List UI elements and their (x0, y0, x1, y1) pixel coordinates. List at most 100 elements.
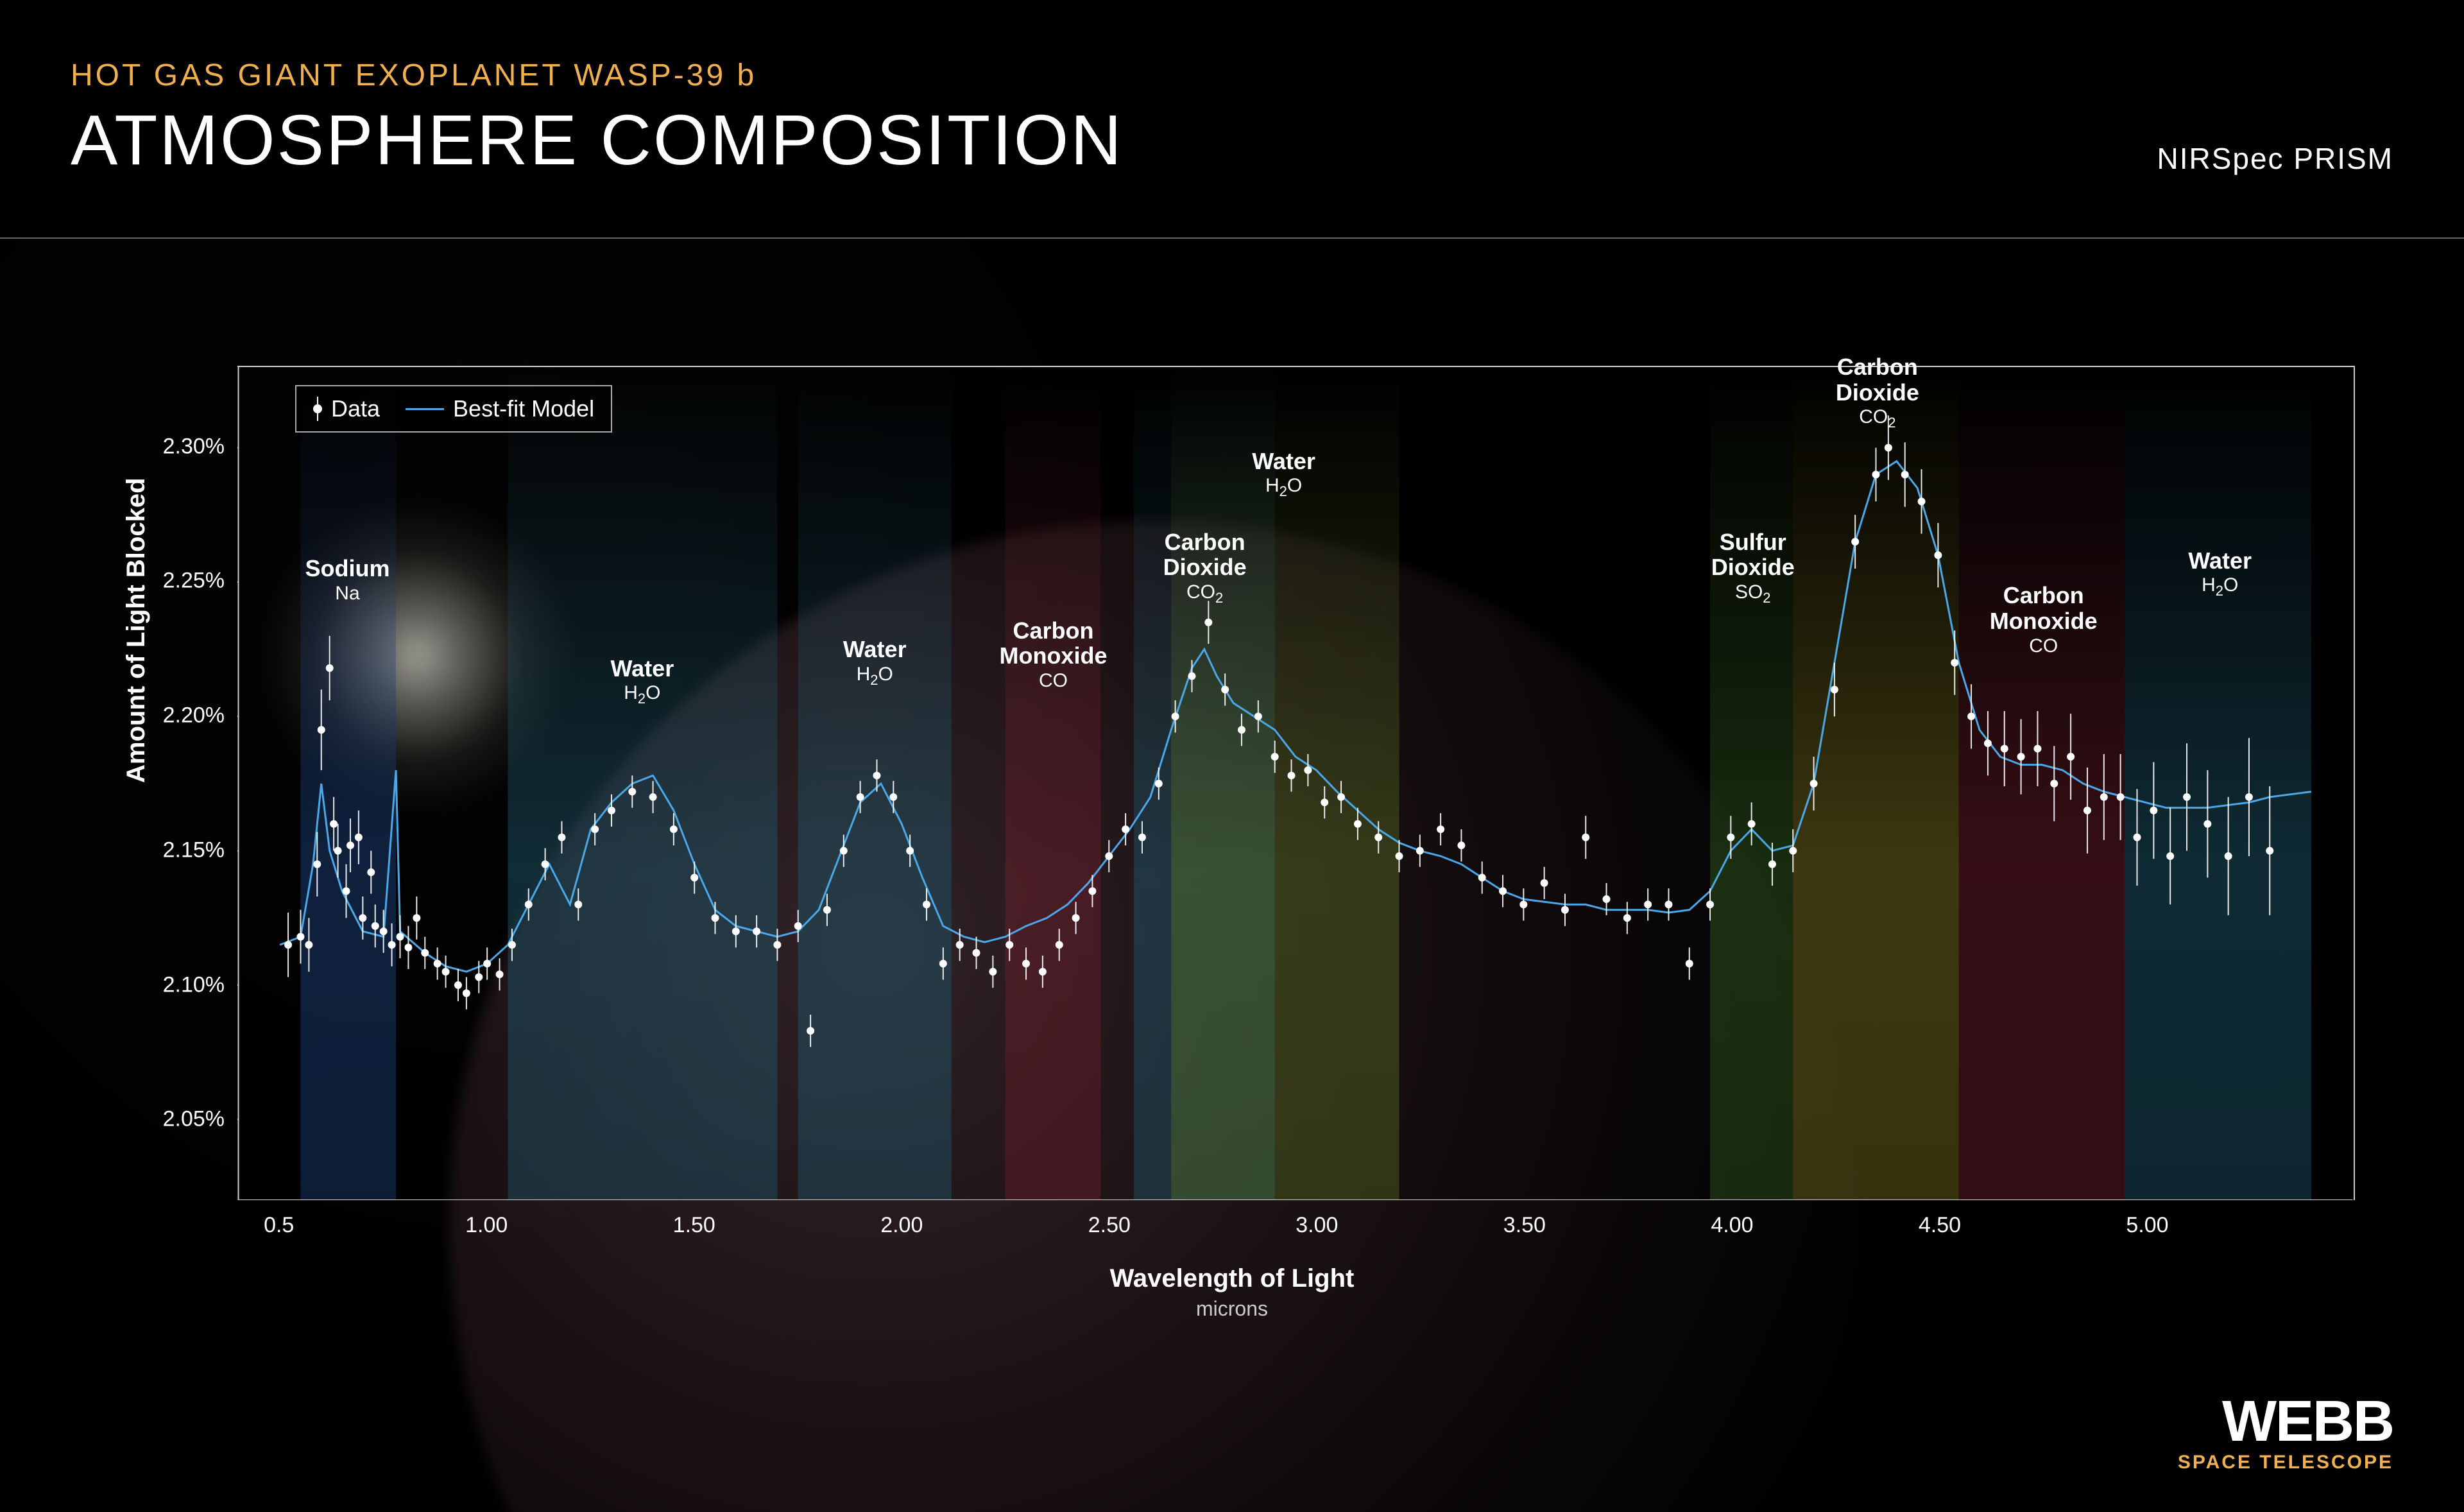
data-point (773, 941, 781, 949)
data-point (873, 771, 880, 779)
chart-subtitle: HOT GAS GIANT EXOPLANET WASP-39 b (71, 58, 2393, 93)
x-axis-label-main: Wavelength of Light (1110, 1264, 1355, 1293)
data-point (1582, 834, 1589, 841)
data-point (1872, 470, 1879, 478)
data-point (1122, 825, 1129, 833)
data-point (296, 933, 304, 941)
data-point (421, 949, 429, 957)
legend-item-model: Best-fit Model (406, 395, 594, 422)
molecule-annotation: WaterH2O (2188, 548, 2252, 599)
data-point (2150, 807, 2157, 814)
data-point (496, 970, 504, 978)
x-axis-label: Wavelength of Light microns (1110, 1264, 1355, 1321)
data-point (840, 847, 848, 855)
data-point (1727, 834, 1734, 841)
chart-title: ATMOSPHERE COMPOSITION (71, 99, 2393, 181)
data-point (608, 807, 615, 814)
data-point (404, 943, 412, 951)
webb-logo: WEBB SPACE TELESCOPE (2178, 1396, 2393, 1473)
data-point (2117, 793, 2125, 801)
data-point (463, 990, 470, 997)
molecule-band (1710, 367, 1793, 1200)
data-point (732, 927, 740, 935)
data-point (923, 900, 930, 908)
data-point (475, 973, 483, 981)
data-point (889, 793, 897, 801)
molecule-annotation: SodiumNa (305, 556, 389, 604)
data-point (823, 906, 831, 914)
data-point (2083, 807, 2091, 814)
data-point (2001, 745, 2008, 753)
data-point (1706, 900, 1714, 908)
data-point (956, 941, 964, 949)
data-point (1519, 900, 1527, 908)
data-point (1768, 861, 1776, 868)
data-point (649, 793, 657, 801)
x-tick-label: 3.50 (1503, 1213, 1546, 1238)
data-point (380, 927, 388, 935)
data-point (558, 834, 565, 841)
molecule-band (1005, 367, 1101, 1200)
data-point (2017, 753, 2025, 760)
data-point (1951, 659, 1958, 667)
molecule-band (300, 367, 396, 1200)
y-tick-label: 2.25% (148, 569, 225, 594)
data-point (1664, 900, 1672, 908)
logo-sub: SPACE TELESCOPE (2178, 1452, 2393, 1473)
data-point (1934, 551, 1942, 559)
y-axis-label: Amount of Light Blocked (122, 477, 151, 783)
data-point (628, 788, 636, 796)
x-tick-label: 2.50 (1088, 1213, 1131, 1238)
instrument-label: NIRSpec PRISM (2157, 141, 2393, 176)
molecule-annotation: CarbonMonoxideCO (1990, 583, 2098, 656)
data-point (1039, 968, 1047, 975)
data-point (346, 841, 354, 849)
data-point (1022, 960, 1030, 968)
model-line-icon (406, 408, 444, 410)
data-point (989, 968, 997, 975)
legend: Data Best-fit Model (295, 385, 612, 433)
data-point (2225, 852, 2232, 860)
data-point (1204, 619, 1212, 626)
data-point (454, 981, 462, 989)
legend-model-label: Best-fit Model (453, 395, 594, 422)
data-point (1005, 941, 1013, 949)
data-point (906, 847, 914, 855)
data-point (372, 922, 379, 930)
molecule-annotation: CarbonDioxideCO2 (1836, 354, 1919, 431)
data-point (1354, 820, 1362, 828)
data-point (318, 726, 325, 734)
header-divider (0, 237, 2464, 239)
data-point (591, 825, 599, 833)
data-point (1499, 887, 1507, 895)
x-tick-label: 1.50 (673, 1213, 715, 1238)
x-tick-label: 1.00 (465, 1213, 508, 1238)
data-point (367, 868, 375, 876)
data-point (305, 941, 312, 949)
data-point (1984, 739, 1992, 747)
data-point (670, 825, 678, 833)
molecule-annotation: SulfurDioxideSO2 (1711, 529, 1795, 606)
data-point (2134, 834, 2141, 841)
molecule-band (2125, 367, 2311, 1200)
data-point (359, 914, 366, 922)
data-point (2050, 780, 2058, 787)
data-point (1155, 780, 1163, 787)
data-point (1088, 887, 1096, 895)
data-point (442, 968, 450, 975)
data-point (1967, 712, 1975, 720)
data-point (807, 1027, 814, 1035)
molecule-band (798, 367, 952, 1200)
data-point (2266, 847, 2273, 855)
data-marker-icon (313, 404, 322, 413)
data-point (753, 927, 760, 935)
data-point (2166, 852, 2174, 860)
data-point (1056, 941, 1063, 949)
data-point (1437, 825, 1444, 833)
data-point (508, 941, 516, 949)
data-point (1337, 793, 1345, 801)
data-point (1603, 895, 1611, 903)
data-point (939, 960, 947, 968)
x-tick-label: 4.50 (1919, 1213, 1961, 1238)
x-tick-label: 0.5 (264, 1213, 294, 1238)
